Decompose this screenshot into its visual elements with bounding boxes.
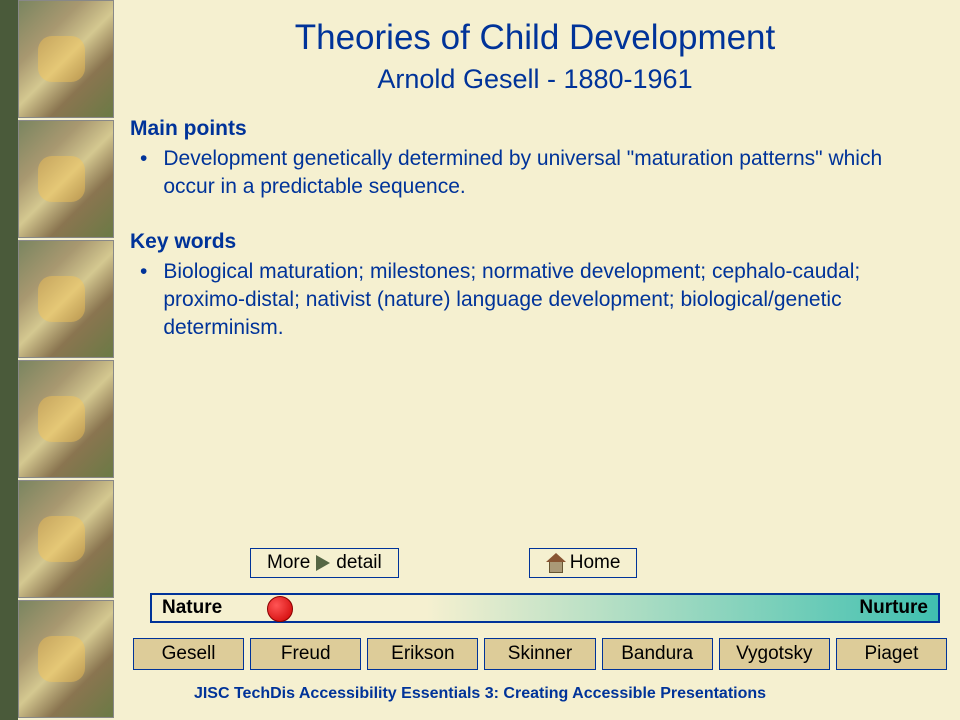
home-icon <box>546 555 564 571</box>
image-sidebar <box>18 0 114 720</box>
sidebar-thumb <box>18 360 114 478</box>
nav-vygotsky[interactable]: Vygotsky <box>719 638 830 670</box>
bullet-item: • Development genetically determined by … <box>140 145 940 202</box>
nav-erikson[interactable]: Erikson <box>367 638 478 670</box>
slide-subtitle: Arnold Gesell - 1880-1961 <box>130 64 940 95</box>
bullet-item: • Biological maturation; milestones; nor… <box>140 258 940 343</box>
home-label: Home <box>570 552 621 574</box>
sidebar-thumb <box>18 0 114 118</box>
arrow-right-icon <box>316 555 330 571</box>
main-points-heading: Main points <box>130 117 940 141</box>
nature-nurture-spectrum: Nature Nurture <box>150 593 940 623</box>
bullet-marker: • <box>140 145 147 202</box>
nav-freud[interactable]: Freud <box>250 638 361 670</box>
sidebar-thumb <box>18 240 114 358</box>
main-content: Theories of Child Development Arnold Ges… <box>130 18 940 371</box>
more-detail-button[interactable]: More detail <box>250 548 399 578</box>
nav-bandura[interactable]: Bandura <box>602 638 713 670</box>
nav-gesell[interactable]: Gesell <box>133 638 244 670</box>
bullet-marker: • <box>140 258 147 343</box>
spectrum-left-label: Nature <box>162 597 222 619</box>
action-buttons: More detail Home <box>250 548 637 578</box>
more-label-pre: More <box>267 552 310 574</box>
key-words-text: Biological maturation; milestones; norma… <box>163 258 883 343</box>
spectrum-indicator <box>267 596 293 622</box>
nav-piaget[interactable]: Piaget <box>836 638 947 670</box>
left-accent-border <box>0 0 18 720</box>
sidebar-thumb <box>18 480 114 598</box>
theorist-nav: Gesell Freud Erikson Skinner Bandura Vyg… <box>130 638 950 670</box>
nav-skinner[interactable]: Skinner <box>484 638 595 670</box>
sidebar-thumb <box>18 120 114 238</box>
home-button[interactable]: Home <box>529 548 638 578</box>
more-label-post: detail <box>336 552 381 574</box>
key-words-heading: Key words <box>130 230 940 254</box>
main-points-text: Development genetically determined by un… <box>163 145 883 202</box>
slide-title: Theories of Child Development <box>130 18 940 58</box>
spectrum-right-label: Nurture <box>859 597 928 619</box>
footer-text: JISC TechDis Accessibility Essentials 3:… <box>0 685 960 703</box>
